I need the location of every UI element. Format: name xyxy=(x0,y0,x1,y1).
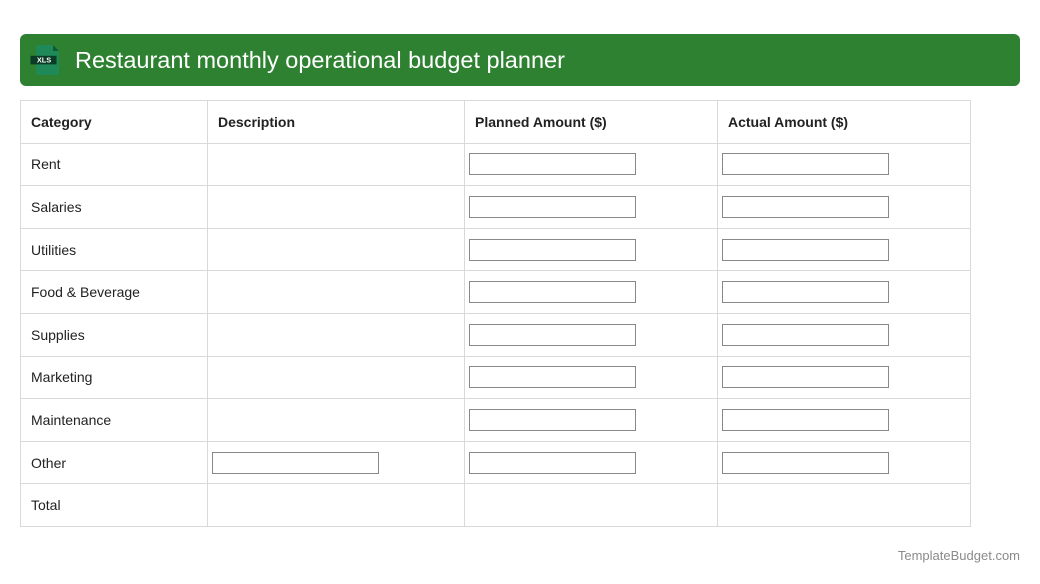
svg-text:XLS: XLS xyxy=(37,55,51,64)
